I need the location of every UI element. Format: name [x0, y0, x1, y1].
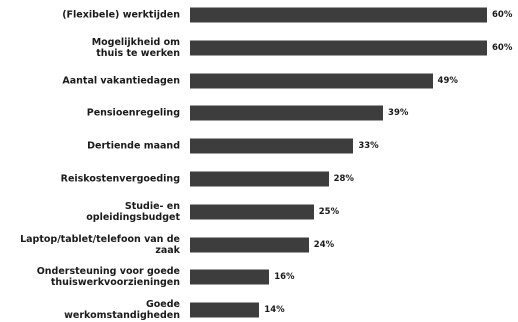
bar — [190, 171, 329, 187]
bar — [190, 269, 270, 285]
value-label: 33% — [358, 141, 379, 152]
value-label: 60% — [492, 42, 513, 53]
value-label: 25% — [318, 206, 340, 217]
value-label: 49% — [437, 75, 458, 86]
category-label: Studie- en opleidingsbudget — [86, 200, 180, 223]
bar — [190, 302, 260, 318]
category-label: Ondersteuning voor goede thuiswerkvoorzi… — [36, 266, 180, 289]
value-label: 16% — [274, 272, 295, 283]
category-label: Laptop/tablet/telefoon van de zaak — [20, 233, 180, 256]
bar — [190, 73, 433, 89]
bar — [190, 204, 314, 220]
bar — [190, 7, 487, 23]
value-label: 60% — [492, 10, 513, 20]
value-label: 14% — [264, 305, 285, 316]
category-label: Goede werkomstandigheden — [64, 299, 180, 322]
bar — [190, 40, 487, 56]
category-label: Aantal vakantiedagen — [62, 75, 180, 87]
category-label: Reiskostenvergoeding — [60, 173, 180, 185]
category-label: Dertiende maand — [87, 140, 180, 152]
category-label: Pensioenregeling — [86, 107, 180, 119]
bar — [190, 237, 309, 253]
bar — [190, 138, 354, 154]
value-label: 28% — [333, 174, 354, 184]
category-label: Mogelijkheid om thuis te werken — [91, 36, 180, 59]
bar — [190, 105, 384, 121]
value-label: 24% — [313, 239, 335, 250]
value-label: 39% — [388, 108, 409, 119]
category-label: (Flexibele) werktijden — [62, 9, 180, 21]
